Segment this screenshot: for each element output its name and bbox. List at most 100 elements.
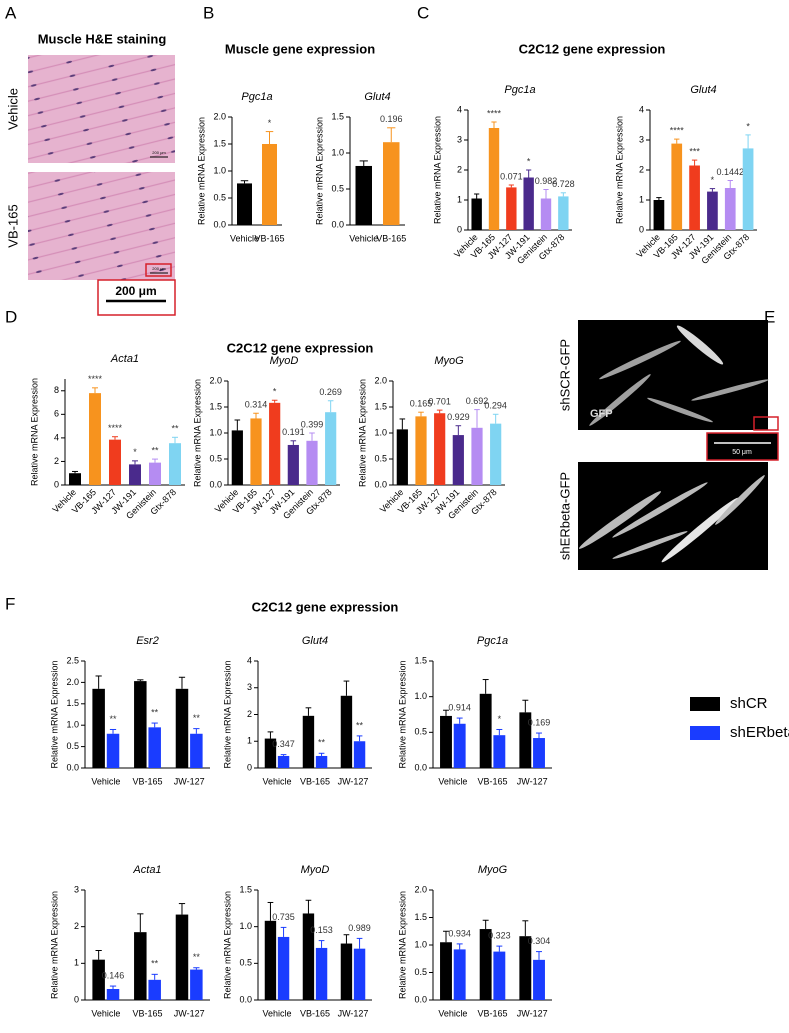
bar: [175, 688, 189, 768]
y-tick-label: 1.5: [239, 884, 252, 894]
x-tick-label: JW-127: [517, 1008, 548, 1018]
bar: [262, 144, 277, 225]
y-tick-label: 0: [247, 762, 252, 772]
annotation: 0.982: [535, 176, 558, 186]
annotation: 0.735: [272, 912, 295, 922]
x-tick-label: Vehicle: [91, 776, 120, 786]
bar: [69, 473, 81, 485]
bar: [269, 402, 281, 485]
y-axis-title: Relative mRNA Expression: [192, 379, 202, 487]
bar: [277, 936, 290, 1000]
y-tick-label: 0.0: [213, 219, 226, 229]
y-tick-label: 1.5: [414, 912, 427, 922]
myotubes: [578, 475, 765, 563]
x-tick-label: VB-165: [376, 233, 406, 243]
x-tick-label: Vehicle: [230, 233, 259, 243]
y-tick-label: 0.0: [239, 994, 252, 1004]
bar: [490, 423, 502, 485]
bar: [287, 444, 299, 485]
y-tick-label: 0.5: [239, 958, 252, 968]
y-tick-label: 0.5: [414, 967, 427, 977]
annotation: 0.692: [466, 396, 489, 406]
panel-title: C2C12 gene expression: [252, 599, 399, 614]
x-tick-label: Vehicle: [262, 776, 291, 786]
y-tick-label: 0.0: [414, 994, 427, 1004]
panel-letter: C: [417, 3, 429, 22]
zoom-box: [706, 432, 779, 461]
x-tick-label: Vehicle: [349, 233, 378, 243]
chart-title: Glut4: [364, 91, 390, 103]
y-axis-title: Relative mRNA Expression: [314, 117, 324, 225]
annotation: **: [356, 720, 364, 730]
chart-title: Esr2: [136, 635, 159, 647]
y-tick-label: 2.5: [66, 655, 79, 665]
bar: [134, 681, 147, 768]
y-tick-label: 4: [54, 432, 59, 442]
y-tick-label: 1: [74, 958, 79, 968]
y-tick-label: 2.0: [414, 884, 427, 894]
y-tick-label: 6: [54, 409, 59, 419]
chart-title: Pgc1a: [504, 84, 535, 96]
x-tick-label: VB-165: [477, 1008, 507, 1018]
x-tick-label: JW-127: [174, 1008, 205, 1018]
annotation: 0.347: [272, 739, 295, 749]
y-tick-label: 2.0: [213, 111, 226, 121]
bar: [724, 188, 736, 230]
annotation: 0.323: [488, 930, 511, 940]
bar: [519, 712, 532, 768]
annotation: 0.165: [410, 399, 433, 409]
y-tick-label: 8: [54, 385, 59, 395]
panel-letter: E: [764, 307, 775, 326]
y-tick-label: 2.0: [66, 677, 79, 687]
y-tick-label: 0.0: [66, 762, 79, 772]
bar: [148, 979, 161, 1000]
y-tick-label: 2: [247, 709, 252, 719]
bar: [434, 413, 446, 485]
y-tick-label: 1.5: [66, 698, 79, 708]
bar: [106, 733, 120, 768]
chart-title: MyoG: [434, 355, 464, 367]
y-tick-label: 1.0: [374, 427, 387, 437]
bar: [558, 196, 569, 230]
annotation: *: [133, 447, 137, 457]
x-tick-label: JW-127: [338, 1008, 369, 1018]
annotation: 0.169: [528, 717, 551, 727]
bar: [383, 142, 400, 225]
y-tick-label: 3: [74, 884, 79, 894]
y-tick-label: 1: [639, 194, 644, 204]
y-tick-label: 2.0: [209, 375, 222, 385]
annotation: *: [498, 714, 502, 724]
bar: [250, 418, 262, 485]
channel-label: GFP: [590, 408, 613, 420]
bar: [264, 738, 277, 768]
bar: [92, 688, 105, 768]
histology-image: [28, 172, 175, 280]
annotation: *: [711, 175, 715, 185]
bar: [742, 148, 754, 230]
y-tick-label: 1: [457, 194, 462, 204]
annotation: 0.934: [448, 928, 471, 938]
bar: [479, 929, 492, 1000]
annotation: 0.071: [500, 171, 523, 181]
bar: [479, 693, 492, 768]
y-tick-label: 4: [457, 104, 462, 114]
bar: [92, 959, 105, 1000]
y-tick-label: 3: [457, 134, 462, 144]
bar: [315, 947, 328, 1000]
y-tick-label: 2.0: [374, 375, 387, 385]
annotation: 0.728: [552, 179, 575, 189]
y-axis-title: Relative mRNA Expression: [432, 116, 442, 224]
bar: [237, 183, 252, 225]
annotation: 0.701: [428, 396, 451, 406]
chart-title: MyoD: [270, 355, 299, 367]
panel-title: C2C12 gene expression: [519, 41, 666, 56]
x-tick-label: Vehicle: [438, 1008, 467, 1018]
annotation: 0.146: [102, 970, 125, 980]
panel-letter: B: [203, 3, 214, 22]
bar: [149, 462, 161, 485]
y-tick-label: 0.5: [331, 183, 344, 193]
panel-title: Muscle gene expression: [225, 41, 375, 56]
bar: [523, 177, 534, 230]
y-tick-label: 0.0: [414, 762, 427, 772]
y-tick-label: 1.0: [213, 165, 226, 175]
